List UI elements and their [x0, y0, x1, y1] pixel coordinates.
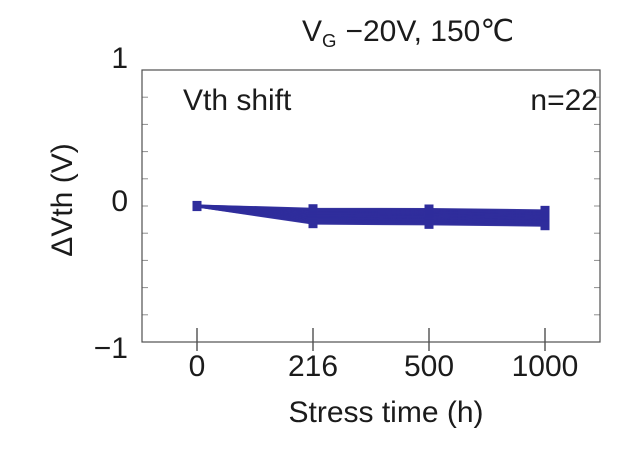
title-condition: −20V, 150℃: [345, 15, 515, 49]
chart-title: VG −20V, 150℃: [302, 14, 514, 52]
y-minor-ticks: [142, 96, 600, 316]
data-series-lines: [196, 204, 546, 227]
title-variable: V: [301, 15, 322, 49]
x-tick-label-500: 500: [403, 350, 455, 383]
y-axis-label: ΔVth (V): [46, 143, 79, 257]
y-tick-label-0: 0: [111, 185, 128, 218]
plot-border: [141, 69, 601, 343]
x-tick-label-216: 216: [287, 350, 339, 383]
series-annotation: Vth shift: [183, 84, 292, 117]
sample-count-annotation: n=22: [530, 84, 598, 117]
data-series-markers: [192, 200, 550, 231]
y-tick-label-1: 1: [111, 42, 128, 75]
x-tick-label-0: 0: [188, 350, 206, 383]
title-subscript: G: [321, 29, 337, 51]
x-axis-label: Stress time (h): [288, 396, 484, 429]
y-tick-label-neg1: −1: [93, 332, 128, 365]
x-major-ticks: [196, 328, 546, 351]
x-tick-label-1000: 1000: [511, 350, 579, 383]
